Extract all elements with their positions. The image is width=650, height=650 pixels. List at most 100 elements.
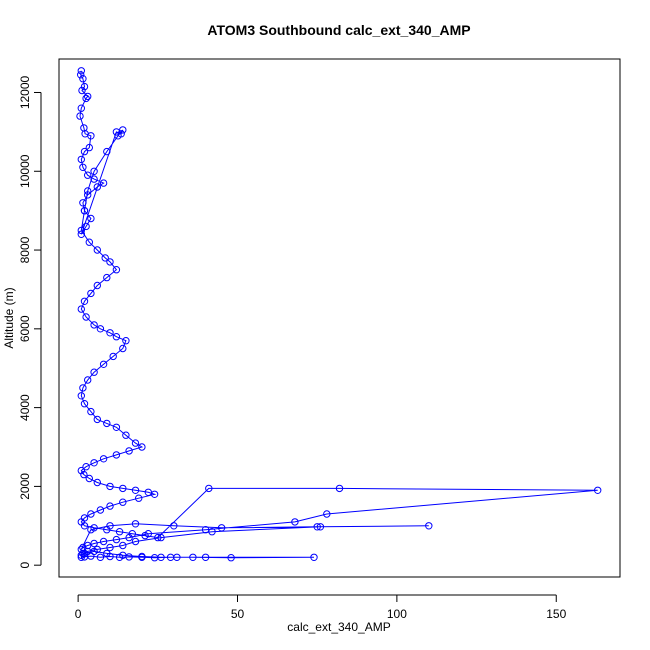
data-point [84, 171, 92, 179]
data-point [103, 273, 111, 282]
data-point [131, 486, 140, 494]
data-point [119, 498, 127, 506]
data-point [90, 459, 98, 467]
data-point [138, 553, 146, 561]
data-point [114, 132, 122, 140]
data-point [106, 552, 114, 561]
data-point [82, 463, 90, 471]
data-point [170, 522, 178, 530]
data-point [122, 337, 130, 345]
data-point [106, 482, 114, 491]
data-point [80, 470, 88, 479]
data-point [90, 175, 98, 183]
y-tick-label: 0 [18, 562, 32, 569]
data-point [125, 553, 133, 561]
data-point [99, 179, 108, 187]
data-point [93, 183, 102, 191]
data-point [93, 415, 102, 424]
data-point [77, 392, 86, 400]
data-point [112, 535, 121, 544]
data-point [189, 553, 197, 561]
data-point [80, 82, 89, 91]
data-point [82, 222, 90, 231]
data-point [138, 443, 146, 451]
x-axis: 0 50 100 150 [75, 594, 567, 621]
data-point [80, 400, 89, 408]
data-point [84, 92, 92, 101]
data-point [90, 167, 98, 176]
data-point [291, 518, 299, 526]
data-point [119, 541, 127, 550]
data-point [594, 486, 602, 494]
y-tick-label: 2000 [18, 473, 32, 500]
data-point [93, 281, 102, 290]
data-point [85, 238, 94, 246]
data-point [93, 246, 102, 254]
y-tick-label: 6000 [18, 315, 32, 342]
data-point [96, 553, 105, 561]
data-point [122, 431, 130, 439]
data-point [77, 104, 86, 112]
data-point [90, 539, 98, 548]
data-point [112, 451, 121, 459]
data-point [201, 526, 210, 534]
x-tick-label: 0 [75, 607, 82, 621]
data-point [227, 554, 235, 562]
data-point [99, 537, 108, 546]
data-point [77, 71, 85, 79]
data-point [144, 530, 153, 538]
data-point [82, 313, 90, 321]
data-point [217, 524, 226, 532]
data-point [103, 147, 111, 156]
data-point [80, 207, 89, 215]
data-point [115, 528, 124, 536]
data-point [106, 502, 114, 510]
data-point [80, 297, 89, 305]
plot-frame [58, 58, 621, 578]
data-point [335, 484, 344, 493]
data-point [316, 523, 325, 531]
data-point [115, 553, 124, 561]
data-layer [76, 67, 602, 562]
data-point [85, 143, 94, 152]
data-point [125, 533, 133, 542]
data-point [125, 447, 133, 455]
data-point [323, 510, 331, 518]
y-tick-label: 12000 [18, 75, 32, 109]
data-point [106, 329, 114, 337]
data-point [80, 147, 89, 156]
data-point [99, 455, 108, 463]
data-point [85, 474, 94, 483]
data-point [112, 423, 121, 431]
data-point [313, 523, 321, 531]
data-point [205, 484, 213, 493]
data-point [112, 128, 121, 136]
x-axis-label: calc_ext_340_AMP [287, 620, 390, 634]
data-point [77, 226, 86, 235]
data-point [87, 526, 95, 534]
y-axis: 0 2000 4000 6000 8000 10000 12000 [18, 75, 42, 569]
data-point [79, 163, 87, 172]
y-tick-label: 10000 [18, 154, 32, 188]
data-point [76, 112, 84, 120]
data-point [150, 490, 159, 498]
data-point [131, 439, 140, 447]
y-axis-label: Altitude (m) [2, 287, 16, 348]
data-point [103, 419, 111, 428]
data-point [96, 325, 105, 333]
data-point [77, 155, 86, 164]
data-point [77, 67, 86, 75]
data-point [79, 384, 87, 392]
data-point [77, 305, 86, 313]
data-point [80, 553, 89, 561]
x-tick-label: 150 [546, 607, 566, 621]
data-point [84, 376, 92, 384]
data-point [154, 533, 162, 542]
data-point [157, 533, 165, 542]
data-point [131, 537, 140, 546]
data-point [87, 214, 95, 223]
data-point [87, 289, 95, 298]
data-point [90, 368, 98, 376]
data-point [78, 86, 86, 95]
